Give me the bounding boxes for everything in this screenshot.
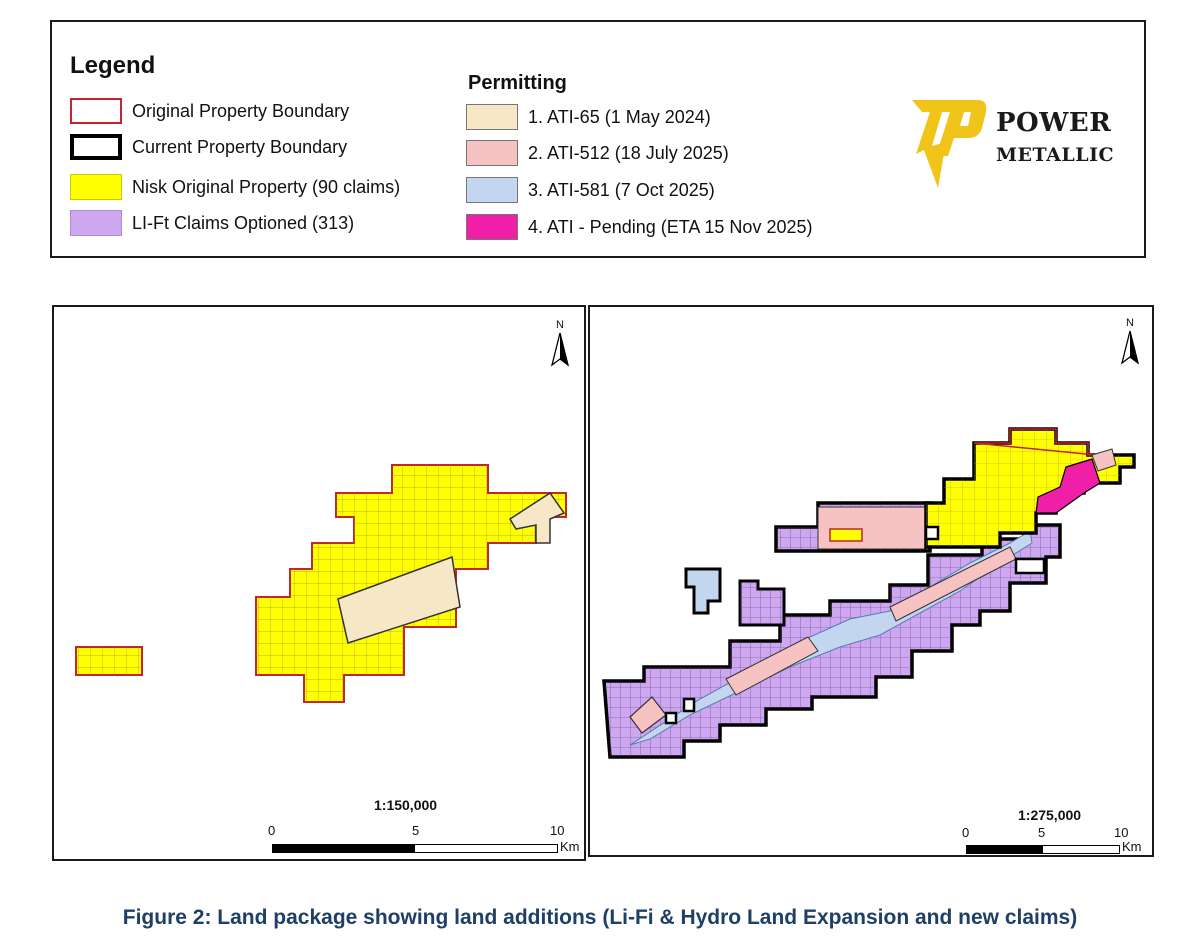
permit-item-ati-581: 3. ATI-581 (7 Oct 2025) bbox=[466, 175, 715, 205]
ati-65-permit-area-northeast bbox=[508, 491, 566, 544]
ati-512-swatch bbox=[466, 140, 518, 166]
scale-ratio: 1:275,000 bbox=[1018, 807, 1082, 823]
current-boundary-small-claim bbox=[924, 525, 940, 541]
legend-item-label: Original Property Boundary bbox=[132, 100, 350, 121]
current-boundary-small-claim bbox=[682, 697, 696, 713]
permit-item-label: 1. ATI-65 (1 May 2024) bbox=[528, 106, 711, 127]
permitting-title: Permitting bbox=[468, 72, 567, 94]
legend-item-label: Current Property Boundary bbox=[132, 136, 348, 157]
right-map-canvas bbox=[602, 427, 1136, 759]
scale-tick-0: 0 bbox=[268, 823, 276, 838]
permit-item-ati-65: 1. ATI-65 (1 May 2024) bbox=[466, 102, 711, 132]
scale-bar bbox=[966, 845, 1120, 854]
legend-item-original-boundary: Original Property Boundary bbox=[70, 96, 349, 126]
legend-item-lift-claims: LI-Ft Claims Optioned (313) bbox=[70, 208, 354, 238]
north-label: N bbox=[1126, 317, 1134, 329]
ati-512-permit-block bbox=[817, 506, 927, 550]
lightning-logo-icon bbox=[912, 100, 987, 188]
scale-unit: Km bbox=[560, 839, 580, 854]
scale-tick-0: 0 bbox=[962, 825, 970, 840]
ati-581-permit-area bbox=[629, 530, 1033, 746]
left-map-panel: N 1:150,000 0 5 10 Km bbox=[52, 305, 586, 861]
ati-pending-permit-area bbox=[1035, 458, 1101, 514]
scale-unit: Km bbox=[1122, 839, 1142, 854]
right-map-panel: N 1:275,000 0 5 10 Km bbox=[588, 305, 1154, 857]
power-metallic-logo: POWER METALLIC bbox=[908, 94, 1128, 194]
scale-bar bbox=[272, 844, 558, 853]
ati-65-permit-area bbox=[337, 555, 461, 644]
scale-ratio: 1:150,000 bbox=[374, 797, 438, 813]
logo-text-power: POWER bbox=[996, 108, 1112, 138]
permit-item-ati-512: 2. ATI-512 (18 July 2025) bbox=[466, 138, 729, 168]
ati-512-permit-ne-tip bbox=[1091, 448, 1117, 472]
north-label: N bbox=[556, 319, 564, 331]
lift-claims-northern-strip bbox=[774, 501, 932, 553]
lift-claims-cluster-small bbox=[738, 579, 786, 627]
north-arrow-icon: N bbox=[1118, 317, 1142, 367]
scale-tick-5: 5 bbox=[412, 823, 420, 838]
figure-caption: Figure 2: Land package showing land addi… bbox=[122, 906, 1078, 929]
nisk-property-swatch bbox=[70, 174, 122, 200]
permit-item-ati-pending: 4. ATI - Pending (ETA 15 Nov 2025) bbox=[466, 212, 812, 242]
ati-65-swatch bbox=[466, 104, 518, 130]
legend-item-nisk-property: Nisk Original Property (90 claims) bbox=[70, 172, 400, 202]
original-boundary-swatch bbox=[70, 98, 122, 124]
current-boundary-small-claim bbox=[1014, 557, 1046, 575]
permit-item-label: 2. ATI-512 (18 July 2025) bbox=[528, 142, 729, 163]
scale-tick-10: 10 bbox=[550, 823, 565, 838]
ati-512-permit-strip bbox=[725, 636, 819, 696]
legend-panel: Legend Original Property Boundary Curren… bbox=[50, 20, 1146, 258]
nisk-small-block bbox=[829, 528, 863, 542]
scale-tick-5: 5 bbox=[1038, 825, 1046, 840]
legend-item-label: LI-Ft Claims Optioned (313) bbox=[132, 212, 355, 233]
permit-item-label: 3. ATI-581 (7 Oct 2025) bbox=[528, 179, 715, 200]
lift-claims-swatch bbox=[70, 210, 122, 236]
legend-item-current-boundary: Current Property Boundary bbox=[70, 132, 347, 162]
scale-tick-10: 10 bbox=[1114, 825, 1129, 840]
permit-item-label: 4. ATI - Pending (ETA 15 Nov 2025) bbox=[528, 216, 813, 237]
ati-581-cluster-west bbox=[684, 567, 722, 615]
legend-item-label: Nisk Original Property (90 claims) bbox=[132, 176, 401, 197]
legend-title: Legend bbox=[70, 52, 156, 79]
left-map-canvas bbox=[75, 464, 567, 703]
ati-pending-swatch bbox=[466, 214, 518, 240]
small-nisk-claims-polygon bbox=[75, 646, 143, 676]
nisk-property-northeast bbox=[924, 427, 1136, 549]
logo-text-metallic: METALLIC bbox=[996, 144, 1115, 166]
current-boundary-small-claim bbox=[664, 711, 678, 725]
ati-581-swatch bbox=[466, 177, 518, 203]
north-arrow-icon: N bbox=[548, 319, 572, 369]
current-boundary-swatch bbox=[70, 134, 122, 160]
